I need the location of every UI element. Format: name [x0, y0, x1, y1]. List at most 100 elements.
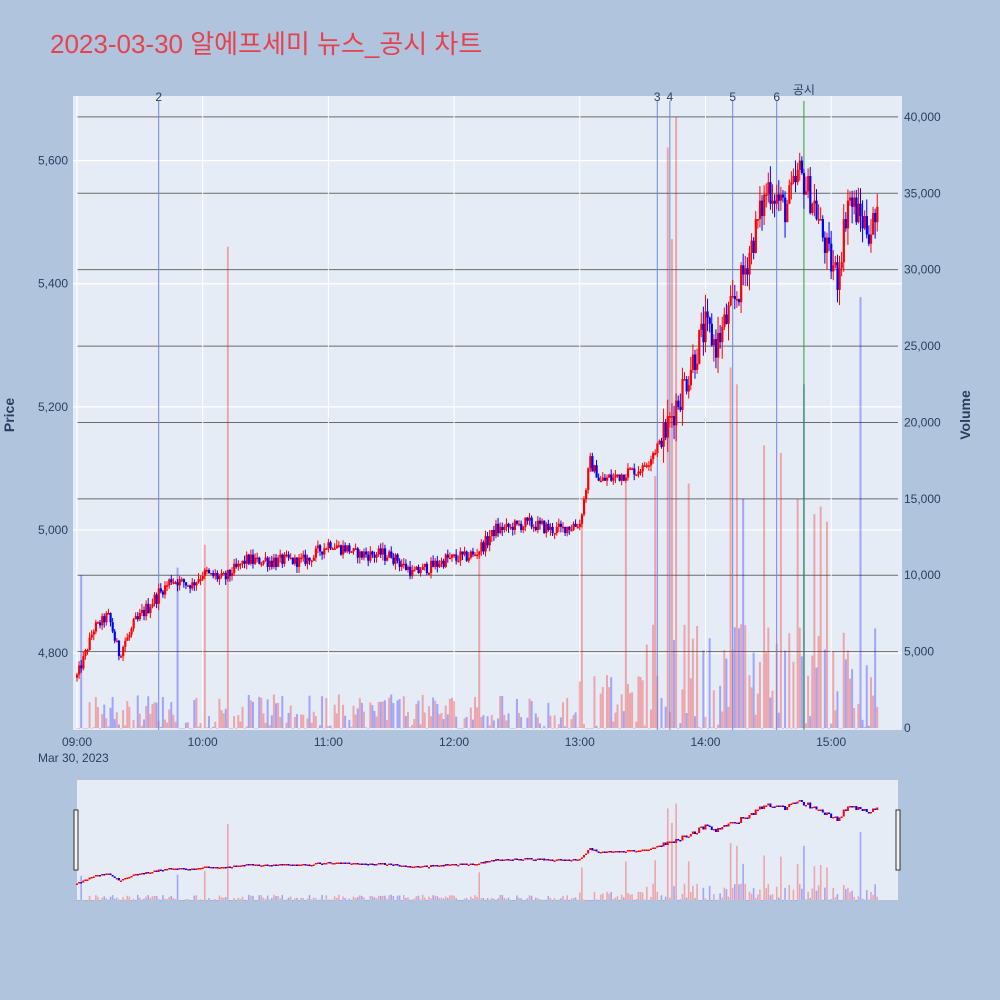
mini-volume-bar: [331, 900, 334, 901]
volume-bar: [450, 697, 453, 728]
volume-bar: [310, 722, 313, 728]
mini-volume-bar: [352, 896, 355, 900]
candle-body: [358, 551, 362, 558]
mini-volume-bar: [635, 898, 638, 900]
mini-volume-bar: [271, 898, 273, 900]
mini-candle: [530, 858, 533, 860]
mini-candle: [260, 865, 263, 867]
candle-body: [306, 557, 309, 564]
volume-bar: [432, 697, 435, 728]
mini-candle: [562, 859, 565, 861]
candle-body: [298, 557, 301, 567]
mini-candle: [224, 867, 227, 869]
candle-body: [580, 514, 584, 524]
mini-candle: [124, 878, 127, 880]
candle-body: [444, 554, 447, 567]
mini-volume-bar: [658, 900, 661, 901]
mini-candle: [522, 859, 525, 861]
mini-volume-bar: [444, 896, 447, 900]
volume-bar: [566, 697, 569, 728]
mini-volume-bar: [704, 898, 707, 900]
mini-volume-bar: [275, 896, 277, 900]
mini-candle: [430, 865, 433, 867]
mini-volume-bar: [545, 900, 548, 901]
mini-candle: [802, 802, 805, 806]
mini-volume-bar: [95, 895, 97, 900]
mini-volume-bar: [646, 886, 648, 900]
mini-candle: [392, 864, 395, 866]
candle-body: [212, 573, 215, 577]
mini-volume-bar: [126, 895, 129, 900]
mini-candle: [683, 835, 686, 837]
volume-bar: [417, 700, 420, 728]
mini-volume-bar: [107, 899, 110, 901]
mini-volume-bar: [438, 897, 441, 900]
mini-candle: [750, 813, 753, 815]
mini-volume-bar: [547, 896, 550, 900]
mini-volume-bar: [595, 899, 598, 901]
mini-volume-bar: [761, 900, 763, 901]
candle-body: [235, 563, 238, 567]
mini-volume-bar: [727, 896, 730, 900]
mini-candle: [388, 863, 391, 865]
volume-bar: [534, 713, 537, 728]
mini-candle: [633, 850, 636, 852]
candle-body: [591, 456, 594, 472]
mini-candle: [331, 863, 334, 865]
volume-bar: [520, 717, 523, 728]
volume-bar: [737, 628, 740, 728]
range-slider-right-handle[interactable]: [895, 809, 901, 871]
volume-bar: [291, 728, 294, 729]
volume-bar: [769, 697, 772, 728]
range-slider[interactable]: [73, 780, 901, 901]
mini-volume-bar: [373, 897, 376, 900]
candle-body: [319, 545, 322, 552]
volume-bar: [304, 728, 307, 729]
volume-bar: [161, 697, 164, 728]
mini-candle: [656, 846, 659, 848]
candle-body: [124, 640, 127, 647]
mini-candle: [350, 863, 353, 865]
candle-body: [838, 268, 841, 290]
volume-bar: [187, 722, 190, 728]
mini-candle: [455, 864, 458, 866]
range-slider-left-handle[interactable]: [73, 809, 79, 871]
candle-body: [337, 545, 341, 547]
candle-body: [467, 557, 470, 561]
mini-volume-bar: [317, 900, 319, 901]
volume-bar: [700, 728, 703, 729]
mini-volume-bar: [669, 897, 671, 900]
mini-candle: [390, 863, 393, 865]
candle-body: [218, 576, 221, 580]
mini-volume-bar: [583, 899, 585, 900]
mini-candle: [591, 848, 594, 851]
mini-volume-bar: [574, 897, 577, 900]
mini-volume-bar: [426, 900, 428, 901]
volume-bar: [207, 716, 210, 728]
volume-bar: [859, 297, 862, 728]
mini-candle: [249, 864, 252, 866]
mini-volume-bar: [193, 895, 196, 900]
mini-candle: [394, 864, 397, 866]
mini-candle: [302, 864, 305, 866]
mini-candle: [136, 874, 139, 876]
mini-candle: [295, 864, 298, 866]
candle-body: [350, 551, 353, 553]
mini-volume-bar: [738, 884, 740, 900]
mini-candle: [823, 812, 826, 815]
volume-bar: [643, 725, 646, 728]
mini-candle: [115, 878, 118, 880]
candle-body: [706, 311, 709, 318]
mini-candle: [243, 865, 246, 867]
mini-volume-bar: [105, 898, 108, 900]
mini-volume-bar: [687, 861, 690, 900]
volume-bar: [254, 728, 257, 729]
mini-volume-bar: [300, 897, 302, 900]
mini-candle: [78, 882, 81, 884]
mini-candle: [140, 873, 143, 875]
candle-body: [207, 569, 211, 574]
mini-candle: [786, 807, 789, 810]
candle-body: [469, 551, 473, 558]
